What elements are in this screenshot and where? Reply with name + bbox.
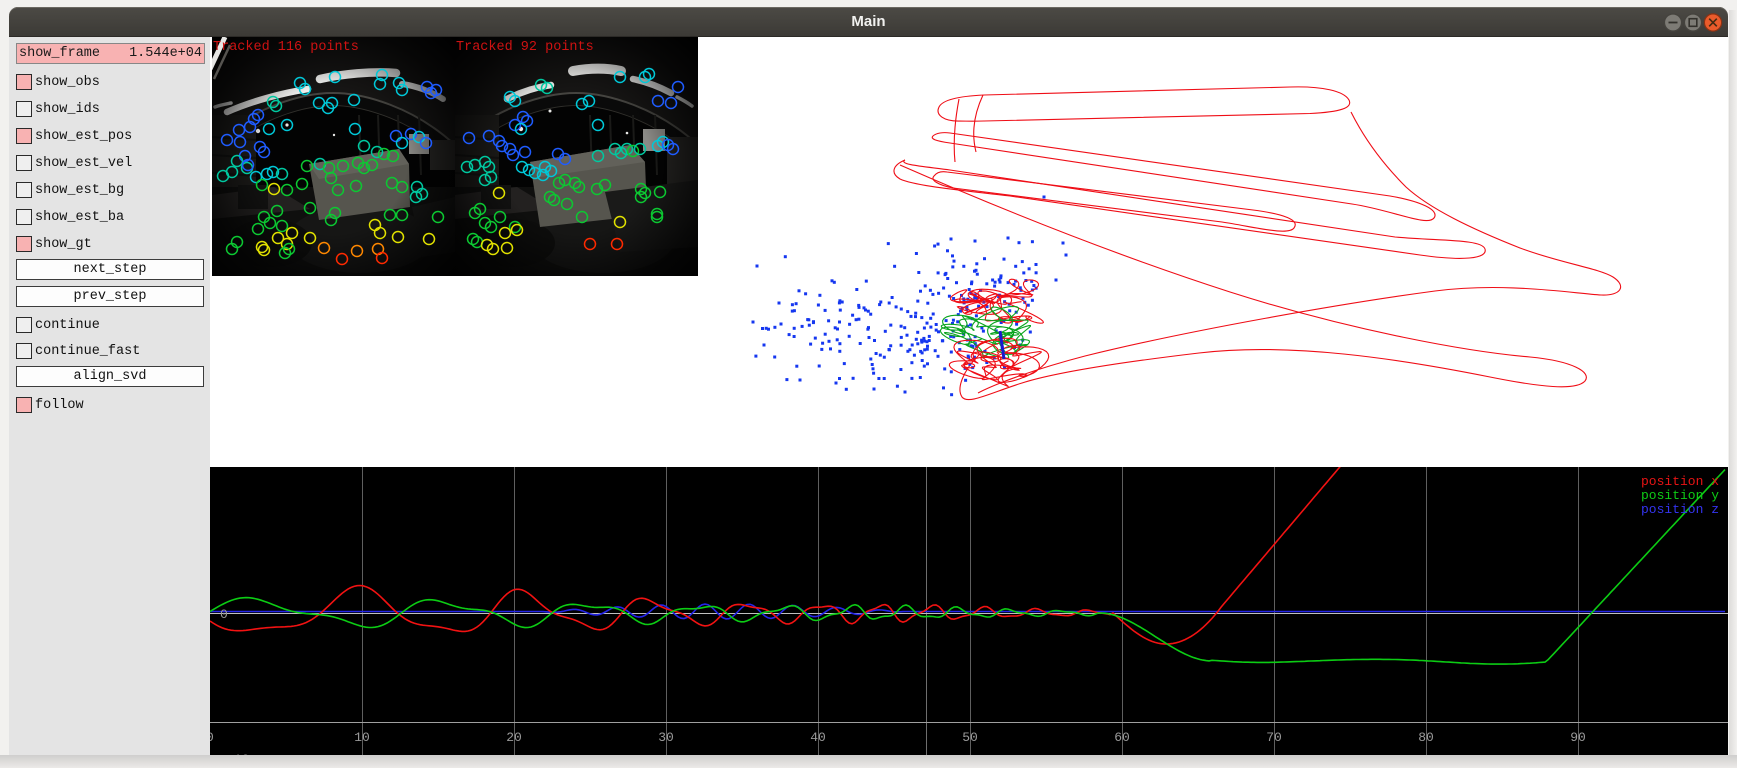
svg-text:90: 90	[1570, 730, 1586, 745]
svg-text:position y: position y	[1641, 488, 1719, 503]
svg-text:-10: -10	[226, 752, 249, 755]
svg-text:Tracked 116 points: Tracked 116 points	[213, 40, 359, 55]
svg-text:10: 10	[354, 730, 370, 745]
svg-text:50: 50	[962, 730, 978, 745]
svg-text:Tracked 92 points: Tracked 92 points	[456, 40, 594, 55]
svg-text:70: 70	[1266, 730, 1282, 745]
svg-text:80: 80	[1418, 730, 1434, 745]
svg-text:20: 20	[506, 730, 522, 745]
svg-text:60: 60	[1114, 730, 1130, 745]
svg-text:0: 0	[220, 607, 228, 622]
svg-text:position z: position z	[1641, 502, 1719, 517]
svg-text:30: 30	[658, 730, 674, 745]
svg-text:0: 0	[210, 730, 214, 745]
svg-text:40: 40	[810, 730, 826, 745]
svg-text:position x: position x	[1641, 474, 1719, 489]
